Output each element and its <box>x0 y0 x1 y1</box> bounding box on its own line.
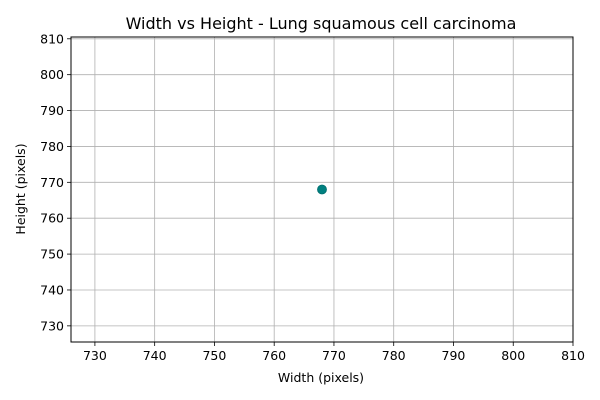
x-tick-label: 760 <box>262 348 286 363</box>
y-axis-label: Height (pixels) <box>13 143 28 234</box>
grid-lines <box>71 37 574 342</box>
x-tick-label: 800 <box>501 348 525 363</box>
data-points <box>317 184 327 195</box>
scatter-point <box>317 184 327 195</box>
y-tick-label: 800 <box>40 67 64 82</box>
y-tick-label: 810 <box>40 31 64 46</box>
y-tick-label: 760 <box>40 211 64 226</box>
y-tick-label: 750 <box>40 247 64 262</box>
y-tick-label: 790 <box>40 103 64 118</box>
x-tick-label: 790 <box>442 348 466 363</box>
y-axis-ticks: 730 740 750 760 770 780 790 800 810 <box>40 31 71 333</box>
y-tick-label: 780 <box>40 139 64 154</box>
x-axis-ticks: 730 740 750 760 770 780 790 800 810 <box>83 342 585 363</box>
x-tick-label: 730 <box>83 348 107 363</box>
x-tick-label: 770 <box>322 348 346 363</box>
y-tick-label: 730 <box>40 318 64 333</box>
x-tick-label: 750 <box>202 348 226 363</box>
x-tick-label: 740 <box>143 348 167 363</box>
plot-frame <box>70 36 574 343</box>
x-tick-label: 780 <box>382 348 406 363</box>
x-axis-label: Width (pixels) <box>278 370 364 385</box>
chart-title: Width vs Height - Lung squamous cell car… <box>126 14 517 33</box>
y-tick-label: 740 <box>40 282 64 297</box>
y-tick-label: 770 <box>40 175 64 190</box>
x-tick-label: 810 <box>561 348 585 363</box>
